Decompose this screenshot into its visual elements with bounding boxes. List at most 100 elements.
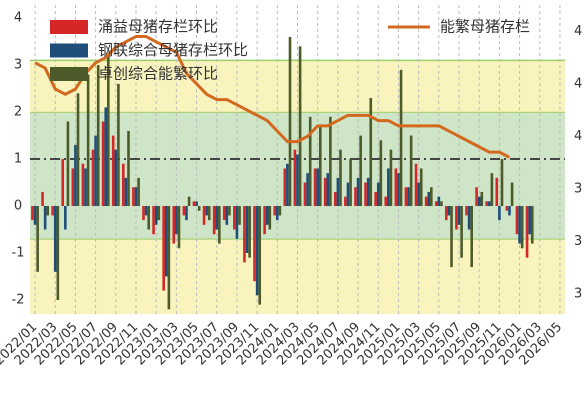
legend-label: 卓创综合能繁环比 (98, 65, 218, 83)
bar (207, 206, 211, 221)
bar (505, 206, 509, 211)
bar (500, 159, 504, 207)
bar (197, 206, 201, 211)
bar (248, 206, 251, 258)
bar (243, 206, 246, 263)
bar (187, 196, 191, 207)
bar (278, 206, 282, 216)
bar (346, 182, 350, 207)
legend-label: 钢联综合母猪存栏环比 (98, 41, 248, 59)
bar (467, 206, 471, 230)
bar (293, 149, 297, 207)
bar (245, 206, 249, 253)
bar (218, 206, 221, 244)
bar (399, 69, 403, 207)
y2-tick-label: 3 (574, 181, 582, 196)
bar (323, 177, 327, 207)
bar (71, 168, 75, 207)
bar (477, 196, 481, 207)
bar (515, 206, 519, 235)
bar (195, 201, 198, 207)
bar (480, 191, 484, 207)
y2-tick-label: 3 (574, 286, 582, 301)
bar (495, 177, 499, 207)
bar (510, 182, 514, 207)
bar (172, 206, 176, 244)
bar (121, 163, 125, 207)
bar (336, 177, 340, 207)
bar (84, 168, 87, 207)
bar (445, 206, 448, 221)
bar (333, 191, 337, 207)
bar (107, 55, 110, 207)
bar (222, 206, 226, 221)
y-tick-label: -1 (12, 246, 25, 261)
bar (530, 206, 534, 244)
bar (518, 206, 521, 244)
bar (202, 206, 206, 225)
bar (96, 65, 100, 207)
bar (114, 149, 118, 207)
bar (235, 206, 239, 239)
bar (434, 201, 438, 207)
bar (447, 206, 451, 216)
bar (127, 130, 130, 207)
bar (81, 163, 85, 207)
bar (457, 206, 461, 225)
bar (329, 116, 332, 207)
bar (490, 173, 494, 207)
bar (205, 206, 208, 216)
legend-swatch (50, 67, 88, 81)
bar (137, 177, 140, 207)
bar (487, 201, 491, 207)
bar (94, 135, 97, 207)
bar (132, 187, 135, 207)
bar (273, 206, 277, 216)
bar (53, 206, 57, 272)
bar (124, 177, 128, 207)
bar (298, 46, 302, 207)
bar (61, 159, 65, 207)
bar (66, 121, 70, 207)
bar (212, 206, 216, 235)
y-tick-label: 1 (14, 152, 22, 167)
y2-tick-label: 4 (574, 76, 582, 91)
bar (276, 206, 279, 221)
bar (111, 135, 115, 207)
bar (142, 206, 145, 221)
bar (162, 206, 165, 291)
bar (185, 206, 188, 221)
bar (31, 206, 34, 221)
bar (225, 206, 229, 225)
bar (485, 201, 488, 207)
bar (36, 206, 39, 272)
bar (296, 154, 299, 207)
bar (56, 206, 60, 300)
bar (152, 206, 155, 235)
bar (33, 206, 37, 225)
bar (154, 206, 158, 225)
bar (354, 187, 357, 207)
legend-swatch (50, 20, 88, 34)
bar (286, 163, 289, 207)
bar (460, 206, 463, 258)
bar (64, 206, 67, 230)
bar (318, 126, 322, 207)
y-tick-label: 3 (14, 58, 22, 73)
bar (364, 182, 367, 207)
bar (356, 177, 360, 207)
bar (41, 191, 44, 207)
bar (175, 206, 178, 235)
bar (455, 206, 458, 230)
bar (394, 168, 398, 207)
bar (404, 187, 408, 207)
bar (475, 187, 478, 207)
legend-label: 涌益母猪存栏环比 (98, 18, 218, 36)
bar (258, 206, 262, 305)
bar (397, 173, 400, 207)
bar (498, 206, 501, 221)
bar (255, 206, 259, 296)
bar (101, 121, 105, 207)
bar (379, 140, 383, 207)
